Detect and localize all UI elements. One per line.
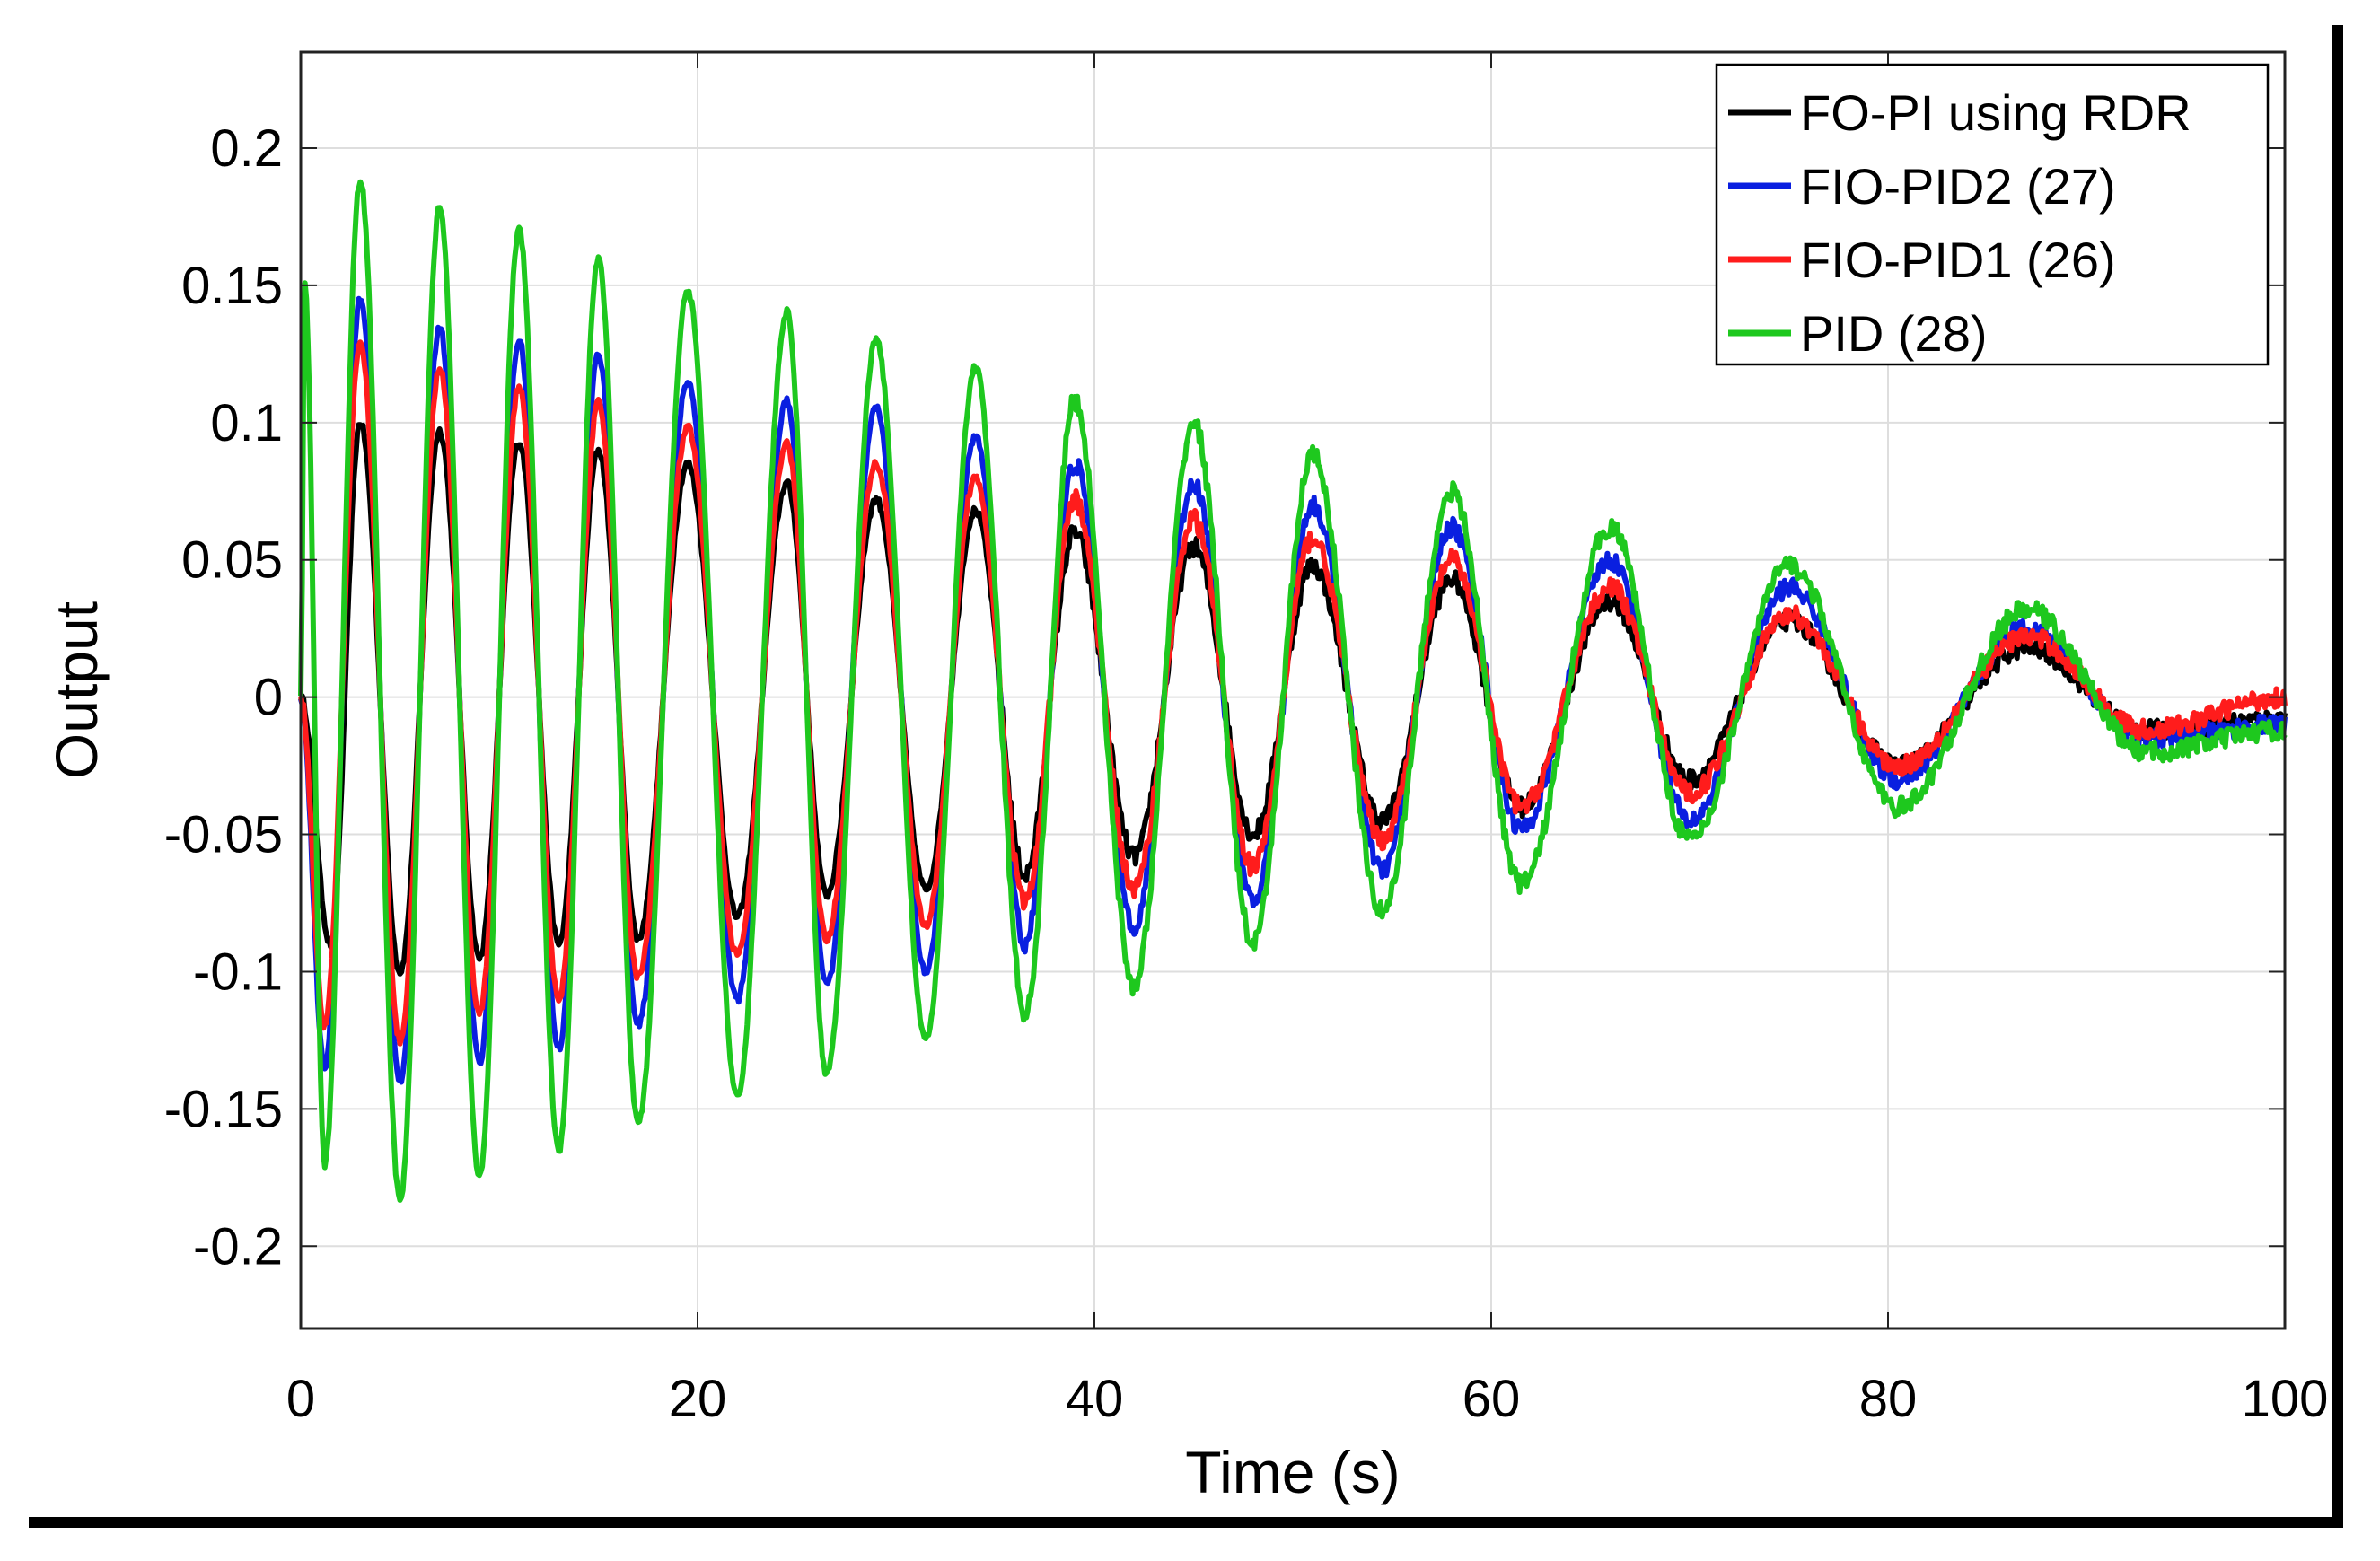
y-tick-label: 0 <box>254 669 283 727</box>
x-tick-label: 40 <box>1066 1370 1124 1428</box>
y-axis-title: Output <box>43 601 110 779</box>
x-tick-label: 100 <box>2242 1370 2329 1428</box>
plot-frame <box>299 50 2287 1330</box>
x-axis-title: Time (s) <box>1185 1439 1401 1505</box>
legend-label: PID (28) <box>1800 305 1988 362</box>
y-tick-label: 0.1 <box>210 394 283 452</box>
figure-border-bottom <box>29 1517 2343 1528</box>
y-tick-label: 0.2 <box>210 119 283 178</box>
y-tick-label: 0.15 <box>181 257 283 315</box>
x-tick-label: 20 <box>669 1370 727 1428</box>
figure-border-right <box>2332 25 2343 1528</box>
y-tick-label: -0.05 <box>164 806 283 864</box>
x-tick-label: 80 <box>1859 1370 1918 1428</box>
legend-label: FIO-PID2 (27) <box>1800 158 2116 215</box>
y-axis: 0.2 0.15 0.1 0.05 0 -0.05 -0.1 -0.15 -0.2 <box>164 119 2285 1276</box>
y-tick-label: -0.2 <box>193 1217 283 1276</box>
y-tick-label: -0.1 <box>193 943 283 1001</box>
y-tick-label: -0.15 <box>164 1080 283 1138</box>
series-layer <box>298 179 2288 1203</box>
x-tick-label: 0 <box>286 1370 315 1428</box>
series-line-pid-28 <box>298 179 2288 1203</box>
y-tick-label: 0.05 <box>181 531 283 590</box>
series-line-fio-pid1-26 <box>298 339 2288 1047</box>
legend-label: FIO-PID1 (26) <box>1800 232 2116 288</box>
x-axis: 0 20 40 60 80 100 <box>286 52 2329 1428</box>
legend: FO-PI using RDR FIO-PID2 (27) FIO-PID1 (26… <box>1715 63 2270 366</box>
x-tick-label: 60 <box>1462 1370 1521 1428</box>
legend-box <box>1715 63 2270 366</box>
legend-label: FO-PI using RDR <box>1800 84 2191 141</box>
